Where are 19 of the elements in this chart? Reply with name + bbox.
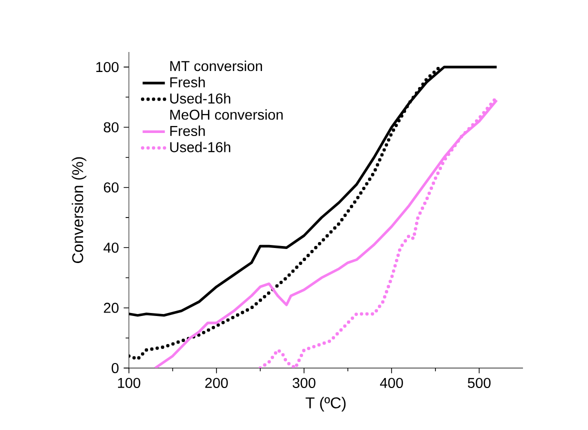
legend-label: Used-16h <box>170 92 230 104</box>
legend-label: Fresh <box>170 76 205 88</box>
x-tick-label: 200 <box>205 378 228 388</box>
y-tick-label: 60 <box>104 182 119 192</box>
y-tick-label: 40 <box>104 242 119 252</box>
annotation: MeOH conversion <box>170 109 283 120</box>
y-tick-label: 0 <box>112 362 119 373</box>
legend-label: Fresh <box>170 125 205 136</box>
y-tick-label: 20 <box>104 302 119 313</box>
x-axis-title: T (ºC) <box>306 396 346 412</box>
annotation: MT conversion <box>170 60 262 71</box>
y-tick-label: 80 <box>104 122 119 132</box>
x-tick-label: 400 <box>380 378 403 388</box>
x-tick-label: 500 <box>468 378 491 388</box>
y-tick-label: 100 <box>96 62 119 72</box>
x-tick-label: 100 <box>118 378 140 388</box>
x-tick-label: 300 <box>292 378 316 388</box>
y-axis-title: Conversion (%) <box>72 157 86 263</box>
legend-label: Used-16h <box>170 142 230 152</box>
